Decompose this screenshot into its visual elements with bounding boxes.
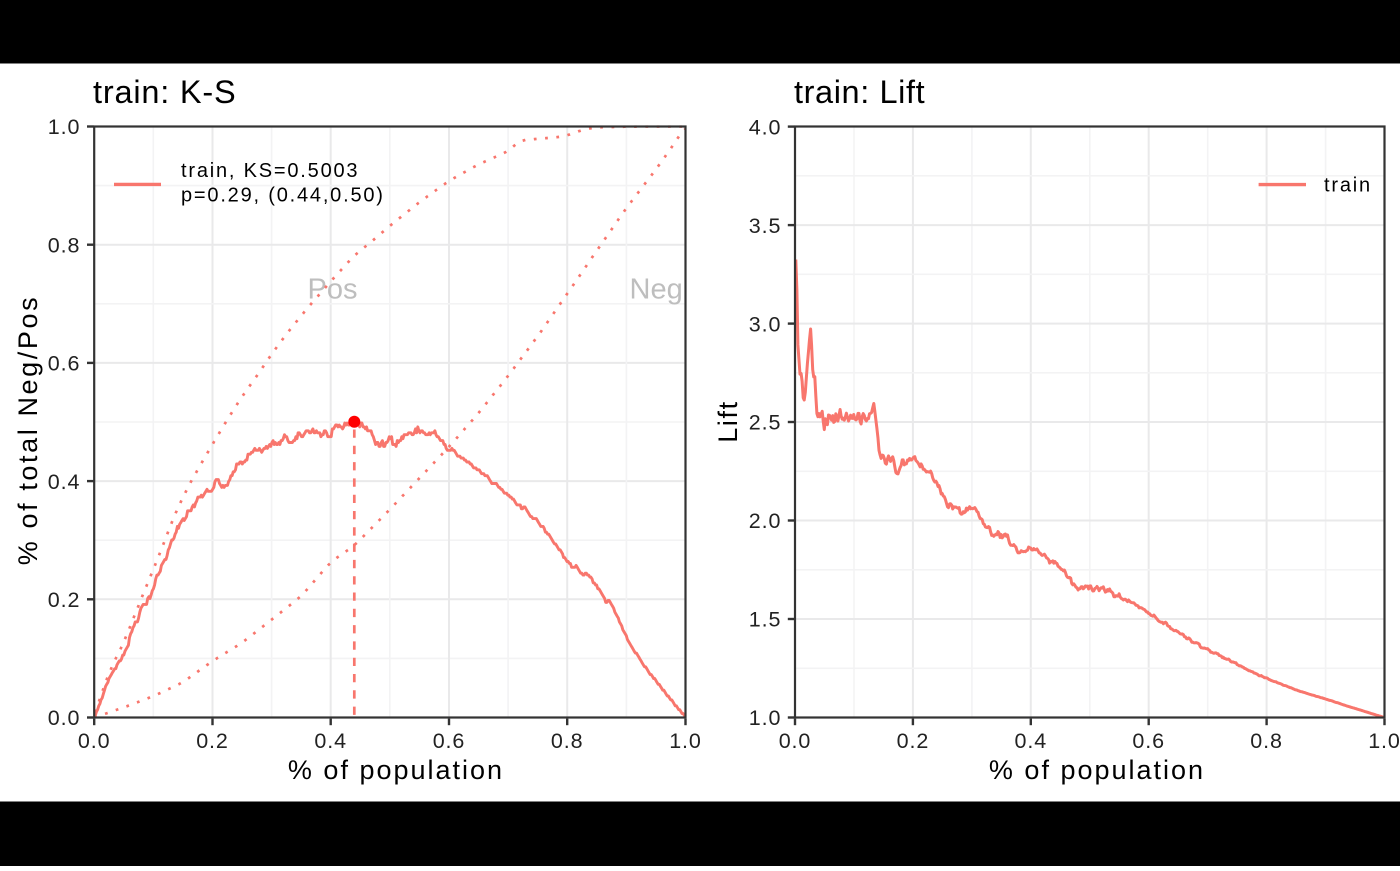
- svg-text:train: K-S: train: K-S: [93, 74, 236, 110]
- svg-text:1.0: 1.0: [669, 729, 702, 753]
- svg-text:0.0: 0.0: [48, 706, 81, 730]
- svg-text:1.0: 1.0: [1368, 729, 1400, 753]
- svg-text:Neg: Neg: [630, 274, 683, 306]
- svg-text:2.0: 2.0: [749, 509, 782, 533]
- svg-text:0.0: 0.0: [78, 729, 111, 753]
- svg-text:0.0: 0.0: [779, 729, 812, 753]
- svg-text:p=0.29, (0.44,0.50): p=0.29, (0.44,0.50): [181, 184, 385, 206]
- svg-text:0.6: 0.6: [48, 352, 81, 376]
- svg-text:0.2: 0.2: [196, 729, 229, 753]
- svg-text:0.2: 0.2: [48, 588, 81, 612]
- svg-text:1.0: 1.0: [749, 706, 782, 730]
- svg-text:train: train: [1324, 175, 1372, 197]
- svg-text:3.5: 3.5: [749, 214, 782, 238]
- svg-text:0.4: 0.4: [314, 729, 347, 753]
- svg-text:3.0: 3.0: [749, 312, 782, 336]
- svg-text:0.4: 0.4: [48, 470, 81, 494]
- svg-text:Lift: Lift: [713, 400, 743, 442]
- svg-text:0.4: 0.4: [1015, 729, 1048, 753]
- svg-text:0.6: 0.6: [433, 729, 466, 753]
- svg-text:train: Lift: train: Lift: [794, 74, 925, 110]
- svg-text:0.8: 0.8: [551, 729, 584, 753]
- svg-text:% of population: % of population: [989, 755, 1205, 785]
- svg-text:0.2: 0.2: [897, 729, 930, 753]
- svg-text:train, KS=0.5003: train, KS=0.5003: [181, 160, 359, 182]
- svg-text:4.0: 4.0: [749, 115, 782, 139]
- svg-text:0.8: 0.8: [48, 233, 81, 257]
- svg-text:% of population: % of population: [288, 755, 504, 785]
- svg-text:1.0: 1.0: [48, 115, 81, 139]
- svg-text:0.6: 0.6: [1132, 729, 1165, 753]
- svg-text:% of total Neg/Pos: % of total Neg/Pos: [13, 295, 43, 565]
- svg-text:1.5: 1.5: [749, 608, 782, 632]
- svg-text:0.8: 0.8: [1250, 729, 1283, 753]
- svg-text:2.5: 2.5: [749, 411, 782, 435]
